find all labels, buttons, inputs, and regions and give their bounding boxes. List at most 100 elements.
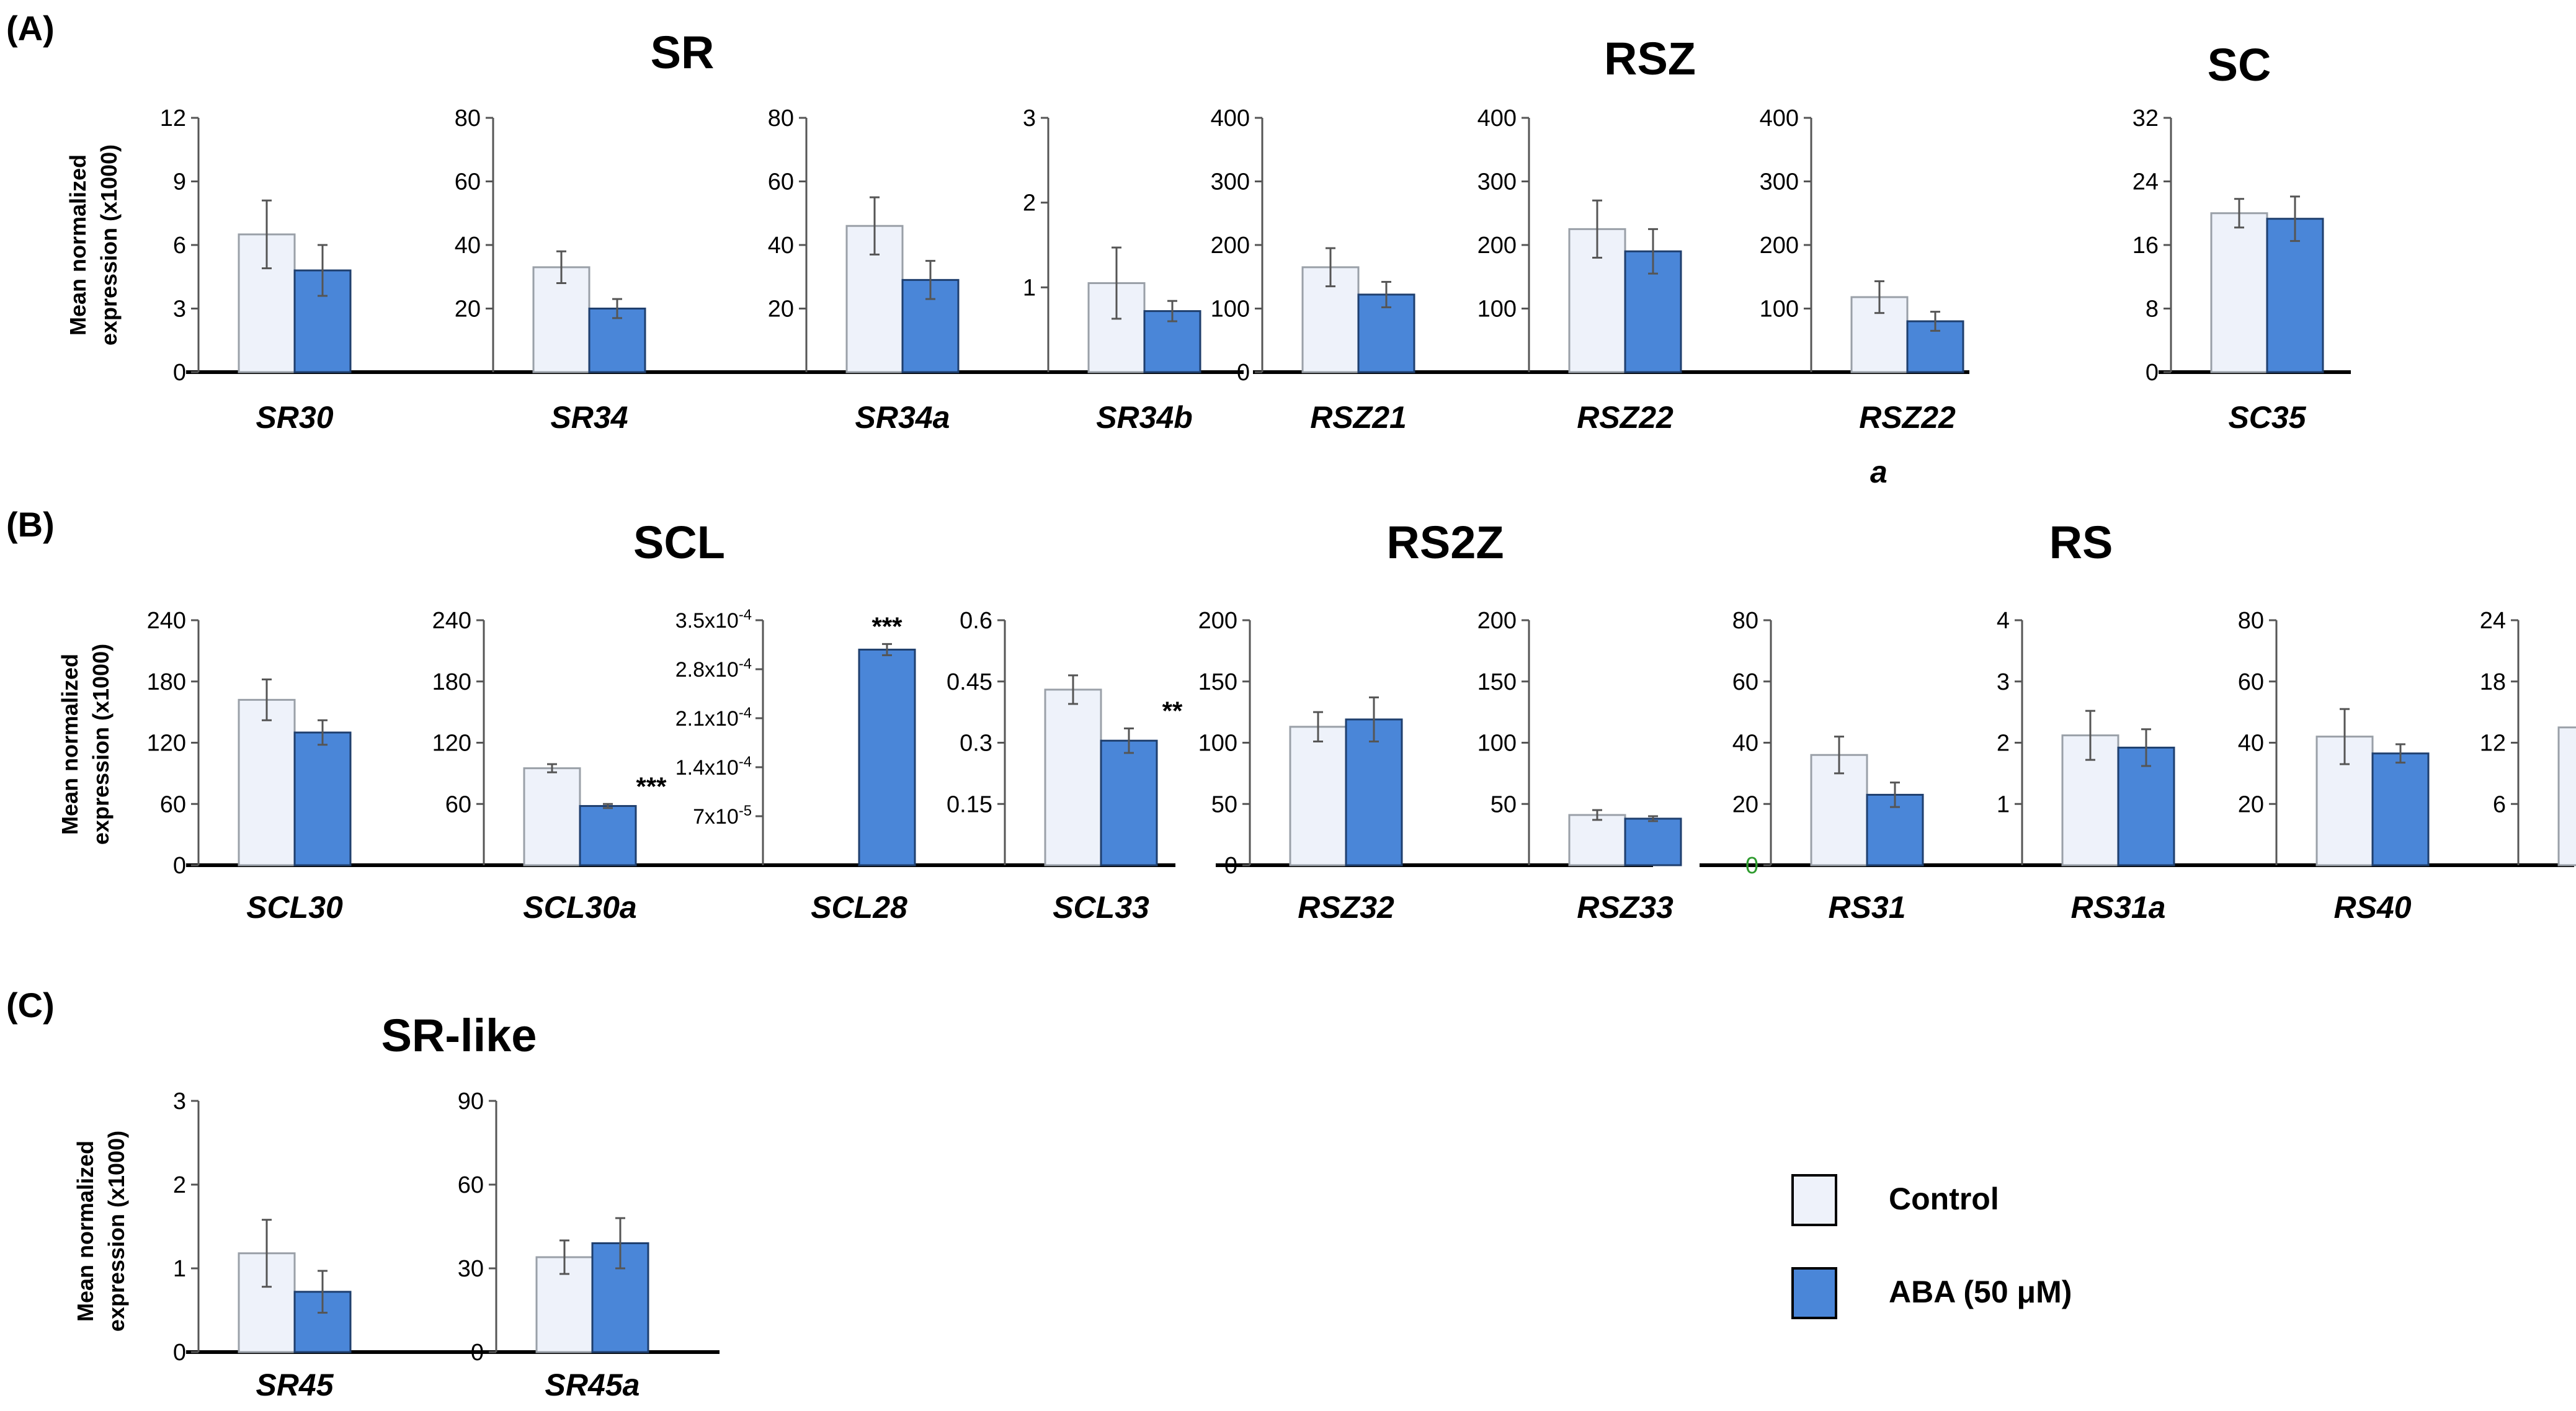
category-label: SR30 <box>256 400 333 435</box>
chart-rsz33: 50 100 150 200 RSZ33 <box>1477 608 1682 925</box>
y-tick-label: 60 <box>1732 669 1758 695</box>
chart-rsz21: 0 100 200 300 400 RSZ21 <box>1211 105 1415 435</box>
category-label: RS40 <box>2333 890 2411 925</box>
panel-label: (A) <box>6 9 55 48</box>
chart-sc35: 0 8 16 24 32 SC35 <box>2133 105 2324 435</box>
legend-label: Control <box>1889 1182 1999 1216</box>
group-title: RS <box>2049 517 2113 568</box>
y-tick-label: 20 <box>455 296 481 323</box>
significance-label: ** <box>1162 696 1183 725</box>
chart-rsz22: 100 200 300 400 RSZ22 <box>1477 105 1682 435</box>
bar-control <box>1568 814 1626 866</box>
y-tick-label: 60 <box>458 1172 484 1198</box>
y-tick-label: 2 <box>173 1172 186 1198</box>
y-tick-label: 100 <box>1760 296 1799 323</box>
group-title: RS2Z <box>1386 517 1504 568</box>
y-tick-label: 80 <box>455 105 481 131</box>
y-tick-label: 6 <box>2493 791 2506 817</box>
y-tick-label: 60 <box>455 169 481 195</box>
legend-label: ABA (50 μM) <box>1889 1275 2072 1309</box>
chart-scl28: 3.5x10-4 2.8x10-4 2.1x10-4 1.4x10-4 7x10-5 **… <box>675 607 916 925</box>
category-label: RSZ33 <box>1577 890 1674 925</box>
bar-aba <box>293 731 352 866</box>
y-tick-label: 8 <box>2146 296 2159 323</box>
y-tick-label: 400 <box>1477 105 1517 131</box>
y-tick-label: 200 <box>1760 233 1799 259</box>
bar-aba <box>1624 817 1682 866</box>
y-tick-label: 6 <box>173 233 186 259</box>
y-tick-label: 1 <box>173 1256 186 1282</box>
bar-control <box>532 266 591 373</box>
y-tick-label: 0 <box>1237 360 1250 386</box>
category-label: SR34 <box>550 400 628 435</box>
y-tick-label: 240 <box>147 608 186 634</box>
y-axis-title: expression (x1000) <box>96 145 122 345</box>
category-label: SR34a <box>855 400 950 435</box>
y-tick-label: 12 <box>160 105 186 131</box>
y-tick-label: 60 <box>445 791 471 817</box>
bar-aba <box>588 308 646 373</box>
y-tick-label: 0 <box>173 360 186 386</box>
y-tick-label: 300 <box>1760 169 1799 195</box>
legend-swatch-aba <box>1791 1267 1837 1319</box>
y-tick-label: 1 <box>1997 791 2010 817</box>
bar-aba <box>2371 752 2430 866</box>
category-label: SC35 <box>2228 400 2306 435</box>
chart-sr34: 20 40 60 80 SR34 <box>455 105 646 435</box>
y-tick-label: 9 <box>173 169 186 195</box>
y-tick-label: 90 <box>458 1088 484 1115</box>
y-tick-label: 3.5x10-4 <box>675 607 752 633</box>
category-label: a <box>1870 455 1887 489</box>
y-tick-label: 50 <box>1211 791 1237 817</box>
y-tick-label: 200 <box>1198 608 1237 634</box>
group-title: RSZ <box>1604 33 1696 84</box>
y-tick-label: 0 <box>471 1340 484 1366</box>
y-tick-label: 2 <box>1997 731 2010 757</box>
y-tick-label: 20 <box>768 296 794 323</box>
y-tick-label: 400 <box>1760 105 1799 131</box>
y-tick-label: 0 <box>1745 853 1758 879</box>
category-label: RSZ22 <box>1859 400 1956 435</box>
y-axis-title: expression (x1000) <box>104 1131 129 1332</box>
y-tick-label: 40 <box>2238 731 2264 757</box>
y-tick-label: 100 <box>1477 296 1517 323</box>
y-tick-label: 300 <box>1477 169 1517 195</box>
y-tick-label: 120 <box>432 731 471 757</box>
chart-rsz32: 0 50 100 150 200 RSZ32 <box>1198 608 1403 925</box>
panel-label: (B) <box>6 505 55 544</box>
category-label: SR45a <box>545 1368 640 1402</box>
bar-aba <box>858 648 916 866</box>
y-tick-label: 3 <box>1997 669 2010 695</box>
y-tick-label: 150 <box>1198 669 1237 695</box>
category-label: SCL28 <box>811 890 907 925</box>
y-tick-label: 150 <box>1477 669 1517 695</box>
y-tick-label: 50 <box>1491 791 1517 817</box>
y-tick-label: 0.15 <box>947 791 992 817</box>
y-tick-label: 24 <box>2133 169 2159 195</box>
y-tick-label: 100 <box>1211 296 1250 323</box>
y-tick-label: 2.1x10-4 <box>675 705 752 731</box>
y-tick-label: 12 <box>2480 731 2506 757</box>
category-label: SCL30a <box>523 890 636 925</box>
y-tick-label: 3 <box>173 296 186 323</box>
chart-rs31a: 1 2 3 4 RS31a <box>1997 608 2175 925</box>
y-tick-label: 120 <box>147 731 186 757</box>
group-title: SR <box>651 27 715 78</box>
category-label: RSZ32 <box>1298 890 1394 925</box>
category-label: RSZ22 <box>1577 400 1674 435</box>
y-tick-label: 1.4x10-4 <box>675 754 752 780</box>
chart-sr45a: 0 30 60 90 SR45a <box>458 1088 649 1402</box>
y-tick-label: 200 <box>1211 233 1250 259</box>
chart-rsz22a: 100 200 300 400 RSZ22 a <box>1760 105 1964 489</box>
legend-swatch-control <box>1791 1174 1837 1226</box>
bar-control <box>2557 726 2576 866</box>
category-label: SCL30 <box>246 890 343 925</box>
y-axis-title: expression (x1000) <box>88 644 114 845</box>
y-tick-label: 80 <box>2238 608 2264 634</box>
y-tick-label: 40 <box>1732 731 1758 757</box>
chart-rs41: 6121824RS41 <box>2480 608 2576 925</box>
y-tick-label: 240 <box>432 608 471 634</box>
y-tick-label: 2 <box>1023 190 1036 216</box>
chart-scl30a: 60 120 180 240 *** SCL30a <box>432 608 667 925</box>
y-tick-label: 60 <box>160 791 186 817</box>
